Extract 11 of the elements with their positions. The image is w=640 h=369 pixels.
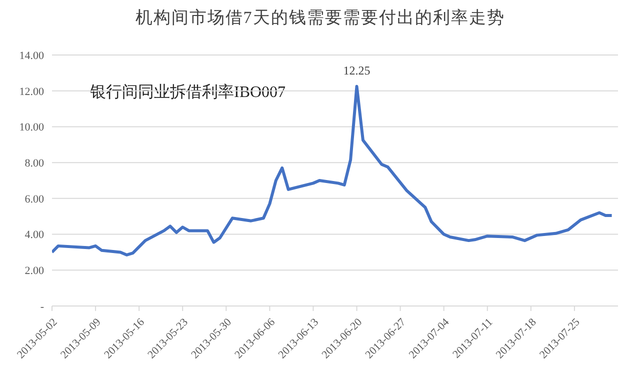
annotation: 12.25: [343, 63, 370, 78]
chart-title: 机构间市场借7天的钱需要需要付出的利率走势: [134, 7, 506, 29]
y-tick-label: 8.00: [24, 157, 44, 170]
y-tick-label: 10.00: [19, 122, 44, 134]
y-tick-label: 4.00: [24, 229, 44, 242]
y-tick-label: 6.00: [24, 193, 44, 206]
y-tick-label: 12.00: [19, 86, 44, 98]
y-tick-label: 2.00: [24, 265, 44, 278]
y-tick-label: -: [40, 300, 44, 313]
line-series: [52, 84, 614, 256]
y-tick-label: 14.00: [19, 50, 44, 62]
